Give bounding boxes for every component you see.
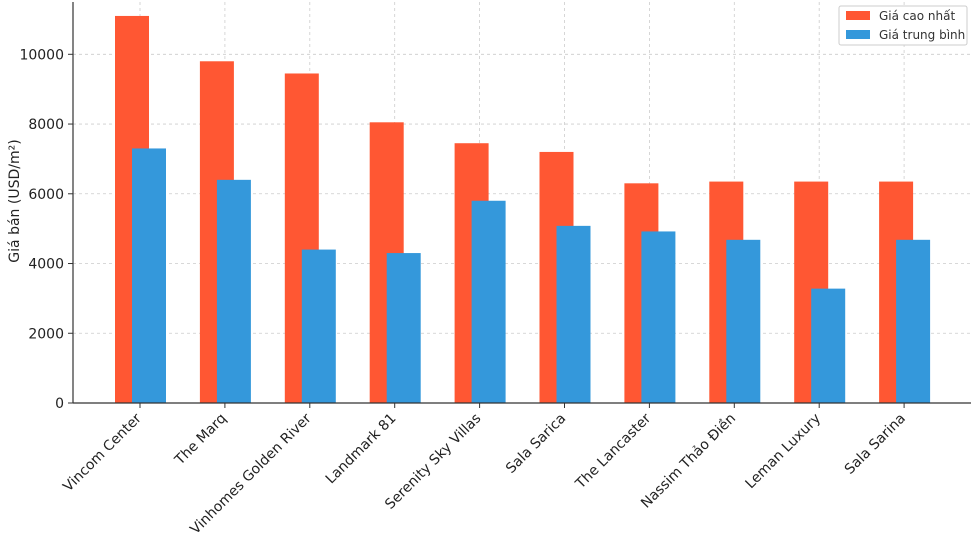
- axes: [68, 2, 971, 408]
- bar-avg: [386, 253, 421, 403]
- x-tick-label: Serenity Sky Villas: [382, 411, 484, 513]
- bar-avg: [726, 239, 761, 403]
- bar-avg: [896, 239, 931, 403]
- bar-avg: [471, 200, 506, 403]
- bar-avg: [301, 249, 336, 403]
- y-tick-label: 6000: [28, 187, 64, 203]
- legend-swatch-avg: [846, 30, 870, 39]
- y-axis-label: Giá bán (USD/m²): [7, 139, 23, 262]
- y-tick-label: 4000: [28, 257, 64, 273]
- y-tick-label: 8000: [28, 117, 64, 133]
- bar-avg: [556, 225, 591, 403]
- x-tick-label: The Lancaster: [572, 410, 654, 492]
- y-tick-label: 2000: [28, 326, 64, 342]
- x-tick-label: The Marq: [171, 411, 229, 469]
- y-tick-label: 10000: [19, 47, 64, 63]
- bars: [115, 15, 931, 404]
- legend: Giá cao nhất Giá trung bình: [838, 5, 968, 46]
- y-tick-label: 0: [55, 396, 64, 412]
- x-tick-label: Vincom Center: [60, 410, 145, 495]
- legend-swatch-max: [846, 11, 870, 20]
- y-tick-labels: 0 2000 4000 6000 8000 10000: [19, 47, 64, 412]
- x-tick-label: Sala Sarina: [842, 411, 909, 478]
- bar-avg: [811, 288, 846, 403]
- x-tick-label: Nassim Thảo Điền: [637, 410, 739, 512]
- x-tick-label: Sala Sarica: [503, 411, 569, 477]
- bar-avg: [641, 231, 676, 403]
- legend-label-max: Giá cao nhất: [879, 9, 955, 23]
- x-tick-label: Landmark 81: [323, 411, 400, 488]
- bar-avg: [132, 148, 166, 403]
- legend-label-avg: Giá trung bình: [879, 28, 965, 42]
- x-tick-label: Leman Luxury: [742, 411, 824, 493]
- bar-avg: [216, 179, 251, 403]
